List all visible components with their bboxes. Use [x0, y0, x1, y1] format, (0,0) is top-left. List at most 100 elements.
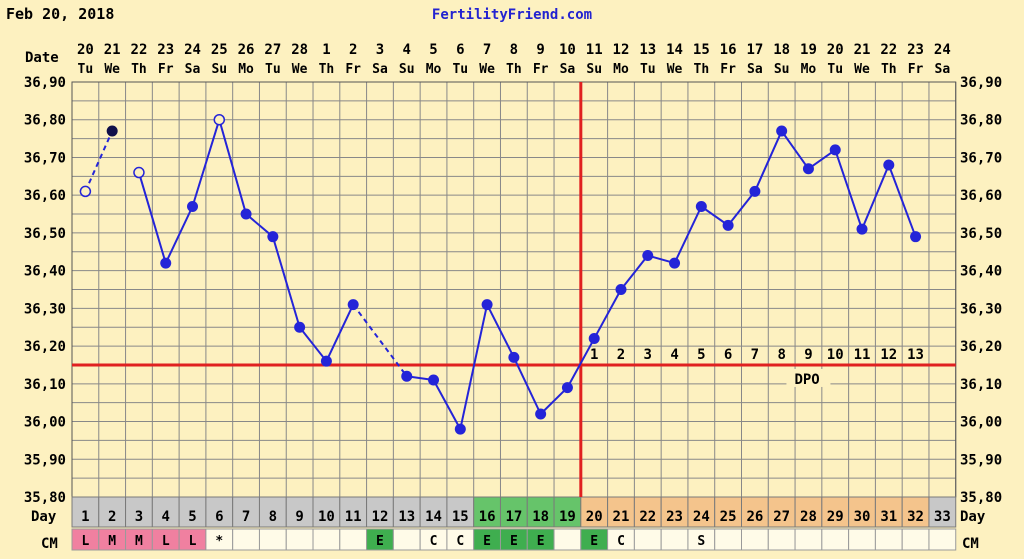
cycle-day-number: 29 — [827, 509, 844, 525]
y-tick-label-left: 36,30 — [24, 301, 66, 317]
day-row-label-left: Day — [31, 509, 57, 525]
date-label: 1 — [322, 42, 330, 58]
date-label: 27 — [264, 42, 281, 58]
dpo-day-label: 8 — [777, 347, 785, 363]
cm-value: L — [162, 534, 170, 549]
cycle-day-number: 25 — [720, 509, 737, 525]
temp-line-segment — [593, 289, 622, 340]
weekday-label: Mo — [238, 62, 254, 77]
cm-value: M — [108, 534, 116, 549]
weekday-label: Sa — [935, 62, 951, 77]
dpo-label: DPO — [794, 372, 819, 388]
temperature-series — [79, 113, 922, 435]
cycle-day-number: 8 — [269, 509, 277, 525]
date-label: 24 — [184, 42, 201, 58]
temp-point — [481, 299, 493, 311]
date-label: 4 — [403, 42, 411, 58]
temp-line-segment — [566, 338, 596, 389]
temp-line-segment — [834, 149, 863, 230]
temp-point — [267, 231, 279, 243]
dpo-day-label: 12 — [880, 347, 897, 363]
date-label: 14 — [666, 42, 683, 58]
cycle-day-cell — [125, 496, 153, 528]
cm-cell — [794, 528, 823, 551]
dpo-day-label: 5 — [697, 347, 705, 363]
weekday-label: Su — [211, 62, 227, 77]
cycle-day-cell — [285, 496, 314, 528]
weekday-label: Fr — [158, 62, 174, 77]
cycle-day-number: 6 — [215, 509, 223, 525]
temp-line-segment — [298, 326, 328, 362]
bottom-rows: 1 2 3 4 5 6 7 8 9 10 11 12 13 14 15 16 17 18 19 20 21 22 23 24 2… — [71, 496, 957, 551]
temp-point — [294, 321, 306, 333]
date-label: 8 — [510, 42, 518, 58]
cm-value: C — [430, 534, 438, 549]
cm-cell — [392, 528, 421, 551]
y-tick-label-left: 35,80 — [24, 490, 66, 506]
y-tick-label-left: 36,90 — [24, 75, 66, 91]
temp-line-segment — [861, 164, 890, 230]
cm-cell — [660, 528, 689, 551]
date-label: 23 — [907, 42, 924, 58]
temp-line-segment — [512, 356, 542, 415]
date-label: 11 — [586, 42, 603, 58]
cycle-day-number: 19 — [559, 509, 576, 525]
weekday-label: We — [667, 62, 683, 77]
cycle-day-number: 5 — [188, 509, 196, 525]
temp-point — [722, 219, 734, 231]
weekday-label: Mo — [613, 62, 629, 77]
cycle-day-cell — [473, 496, 501, 528]
temp-point-open — [213, 113, 226, 126]
dpo-day-label: 1 — [590, 347, 598, 363]
temp-point — [454, 423, 466, 435]
cycle-day-cell — [178, 496, 207, 528]
weekday-label: Fr — [720, 62, 736, 77]
temp-point — [187, 201, 199, 212]
date-label: 7 — [483, 42, 491, 58]
dpo-day-label: 7 — [751, 347, 759, 363]
cm-value: E — [537, 534, 545, 549]
cycle-day-cell — [419, 496, 448, 528]
y-tick-label-right: 36,10 — [960, 377, 1002, 393]
temp-line-segment — [486, 304, 515, 358]
cycle-day-number: 2 — [108, 509, 116, 525]
temp-line-segment — [780, 130, 810, 170]
weekday-label: Tu — [78, 62, 94, 77]
dpo-day-label: 11 — [854, 347, 871, 363]
y-tick-label-right: 35,80 — [960, 490, 1002, 506]
cm-cell — [633, 528, 662, 551]
cm-value: C — [456, 534, 464, 549]
temp-point — [615, 284, 627, 295]
date-label: 21 — [854, 42, 871, 58]
cycle-day-cell — [767, 496, 796, 528]
cycle-day-number: 20 — [586, 509, 603, 525]
date-label: 25 — [211, 42, 228, 58]
cycle-day-cell — [151, 496, 180, 528]
date-label: 5 — [429, 42, 437, 58]
date-label: 22 — [880, 42, 897, 58]
cm-cell — [848, 528, 876, 551]
cm-cell — [553, 528, 582, 551]
date-row-label: Date — [25, 50, 59, 66]
weekday-label: Mo — [801, 62, 817, 77]
weekday-label: Sa — [185, 62, 201, 77]
temp-line-segment — [673, 206, 703, 264]
date-label: 26 — [238, 42, 255, 58]
cycle-day-number: 10 — [318, 509, 335, 525]
cycle-day-number: 32 — [907, 509, 924, 525]
weekday-label: Su — [586, 62, 602, 77]
cycle-day-number: 3 — [135, 509, 143, 525]
cm-cell — [339, 528, 368, 551]
cm-value: E — [483, 534, 491, 549]
cycle-day-cell — [928, 496, 957, 528]
y-tick-label-right: 36,60 — [960, 188, 1002, 204]
date-label: 9 — [536, 42, 544, 58]
temp-point — [240, 208, 252, 220]
cm-value: L — [81, 534, 89, 549]
temp-line-segment — [887, 164, 917, 238]
date-label: 15 — [693, 42, 710, 58]
weekday-label: Th — [694, 62, 710, 77]
weekday-label: We — [479, 62, 495, 77]
dpo-day-label: 6 — [724, 347, 732, 363]
